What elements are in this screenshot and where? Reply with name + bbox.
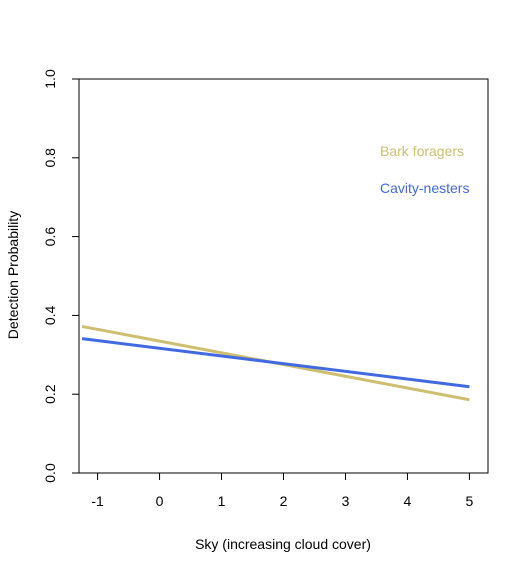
y-axis-title: Detection Probability: [5, 211, 21, 339]
x-tick-label: 3: [342, 493, 350, 509]
y-tick-label: 0.6: [42, 227, 58, 247]
plot-box: [78, 78, 489, 474]
x-tick-label: 1: [218, 493, 226, 509]
y-tick-label: 0.8: [42, 148, 58, 168]
x-axis: -1 0 1 2 3 4 5: [91, 472, 474, 509]
y-tick-label: 0.4: [42, 305, 58, 325]
x-tick-label: -1: [91, 493, 104, 509]
y-axis: 0.0 0.2 0.4 0.6 0.8 1.0: [42, 69, 80, 483]
x-tick-label: 2: [280, 493, 288, 509]
y-tick-label: 0.2: [42, 384, 58, 404]
x-tick-label: 0: [156, 493, 164, 509]
y-tick-label: 1.0: [42, 69, 58, 89]
legend-label: Bark foragers: [380, 143, 464, 159]
series-layer: [81, 324, 470, 402]
series-line-2: [81, 337, 470, 389]
x-axis-title: Sky (increasing cloud cover): [195, 536, 371, 552]
y-tick-label: 0.0: [42, 463, 58, 483]
x-tick-label: 5: [466, 493, 474, 509]
x-tick-label: 4: [404, 493, 412, 509]
legend-label: Cavity-nesters: [380, 180, 469, 196]
legend: Bark foragers Cavity-nesters: [380, 143, 469, 196]
